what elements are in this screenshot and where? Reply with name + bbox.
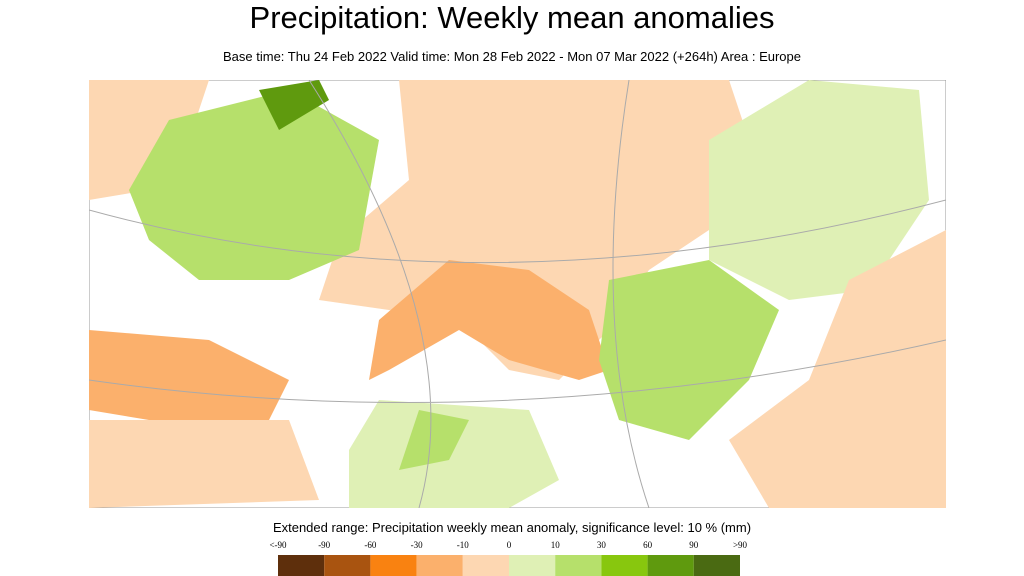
region <box>709 80 929 300</box>
region <box>129 90 379 280</box>
region <box>89 420 319 508</box>
legend-label: -90 <box>318 540 330 550</box>
legend-swatch <box>416 555 463 576</box>
legend-swatch <box>370 555 417 576</box>
legend-swatch <box>278 555 325 576</box>
region <box>349 400 559 508</box>
legend: <-90 -90 -60 -30 -10 0 10 30 60 90 >90 <box>269 540 748 576</box>
legend-label: 10 <box>551 540 561 550</box>
legend-swatch <box>647 555 694 576</box>
region <box>599 260 779 440</box>
legend-title: Extended range: Precipitation weekly mea… <box>272 520 752 535</box>
legend-swatch <box>324 555 371 576</box>
legend-label: -10 <box>457 540 469 550</box>
legend-label: -60 <box>364 540 376 550</box>
map <box>89 80 946 508</box>
legend-label: <-90 <box>269 540 287 550</box>
legend-swatch <box>555 555 602 576</box>
legend-label: 60 <box>643 540 653 550</box>
legend-label: >90 <box>733 540 748 550</box>
legend-label: 90 <box>689 540 699 550</box>
region <box>399 410 469 470</box>
legend-label: -30 <box>411 540 423 550</box>
region <box>89 330 289 420</box>
region <box>259 80 329 130</box>
graticule <box>89 80 946 508</box>
legend-label: 0 <box>507 540 512 550</box>
legend-swatch <box>509 555 556 576</box>
legend-label: 30 <box>597 540 607 550</box>
title: Precipitation: Weekly mean anomalies <box>249 0 775 35</box>
subtitle: Base time: Thu 24 Feb 2022 Valid time: M… <box>223 49 801 64</box>
region <box>729 230 946 508</box>
legend-swatch <box>462 555 509 576</box>
legend-swatch <box>693 555 740 576</box>
region <box>369 260 609 380</box>
region <box>89 80 209 200</box>
legend-swatch <box>601 555 648 576</box>
